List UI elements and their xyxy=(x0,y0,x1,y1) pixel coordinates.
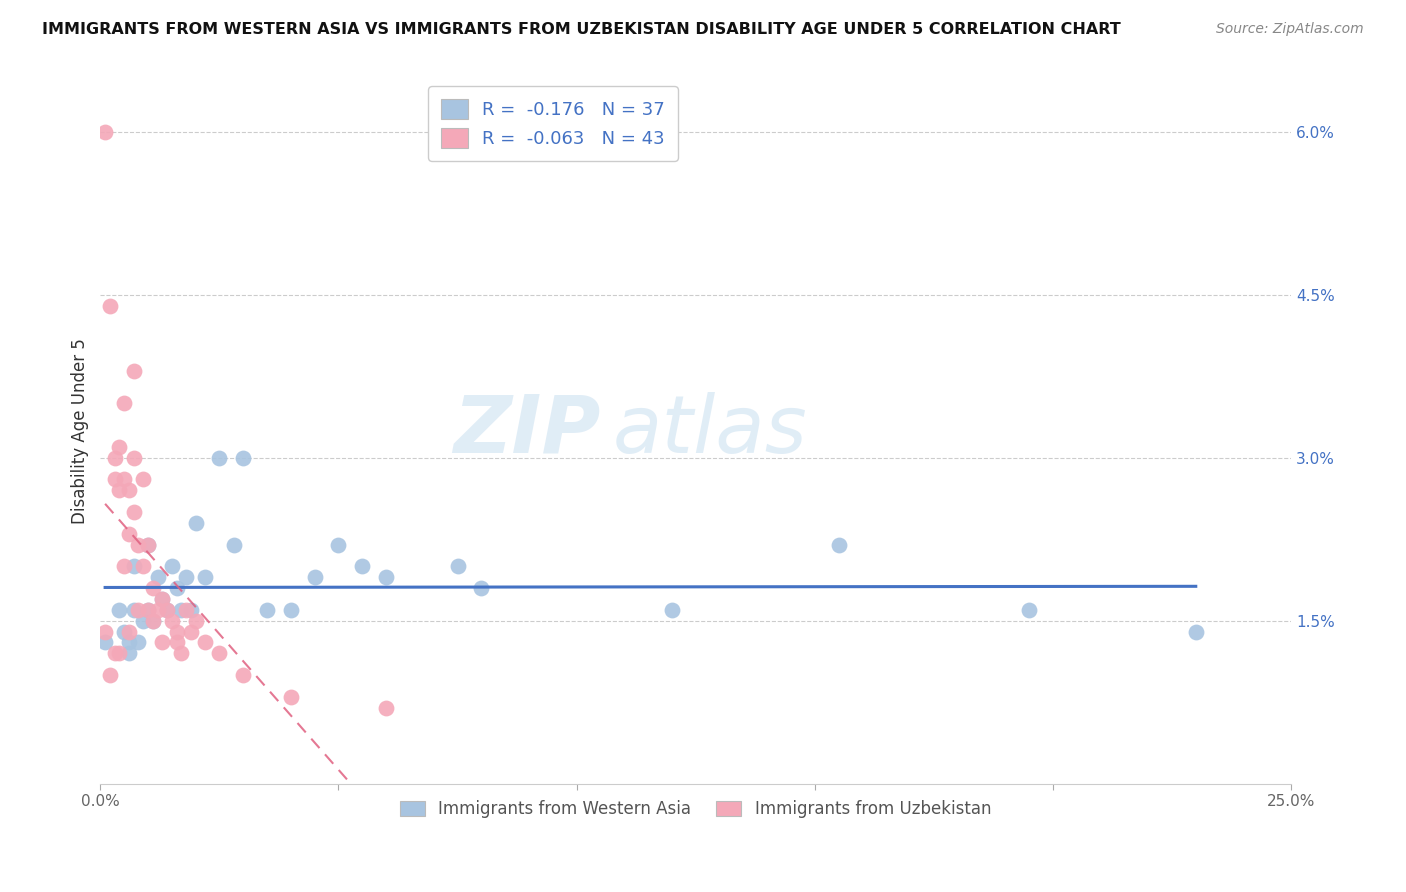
Point xyxy=(104,473,127,487)
Point xyxy=(122,450,145,465)
Point xyxy=(94,125,117,139)
Point xyxy=(132,473,155,487)
Point xyxy=(827,538,849,552)
Point xyxy=(122,603,145,617)
Point xyxy=(232,450,254,465)
Text: Source: ZipAtlas.com: Source: ZipAtlas.com xyxy=(1216,22,1364,37)
Point xyxy=(136,538,159,552)
Point xyxy=(156,603,179,617)
Point xyxy=(661,603,683,617)
Point xyxy=(127,603,149,617)
Point xyxy=(108,603,131,617)
Point xyxy=(136,538,159,552)
Point xyxy=(118,624,141,639)
Point xyxy=(122,505,145,519)
Point xyxy=(132,614,155,628)
Point xyxy=(122,364,145,378)
Point xyxy=(256,603,278,617)
Point xyxy=(108,440,131,454)
Point xyxy=(166,624,188,639)
Point xyxy=(1184,624,1206,639)
Point xyxy=(98,668,121,682)
Point xyxy=(142,614,165,628)
Point xyxy=(174,570,197,584)
Point xyxy=(184,614,207,628)
Point xyxy=(352,559,374,574)
Point xyxy=(104,450,127,465)
Point xyxy=(208,646,231,660)
Point xyxy=(142,581,165,595)
Point xyxy=(328,538,350,552)
Point xyxy=(150,592,173,607)
Point xyxy=(166,581,188,595)
Point xyxy=(150,592,173,607)
Point xyxy=(136,603,159,617)
Point xyxy=(184,516,207,530)
Point xyxy=(280,690,302,704)
Point xyxy=(98,299,121,313)
Point xyxy=(94,624,117,639)
Text: atlas: atlas xyxy=(613,392,807,469)
Point xyxy=(174,603,197,617)
Point xyxy=(166,635,188,649)
Point xyxy=(146,570,169,584)
Point xyxy=(222,538,245,552)
Point xyxy=(1018,603,1040,617)
Point xyxy=(194,635,217,649)
Point xyxy=(108,483,131,498)
Point xyxy=(170,603,193,617)
Point xyxy=(127,635,149,649)
Point xyxy=(146,603,169,617)
Point xyxy=(446,559,468,574)
Point xyxy=(118,483,141,498)
Point xyxy=(142,614,165,628)
Point xyxy=(112,396,135,410)
Point xyxy=(232,668,254,682)
Point xyxy=(94,635,117,649)
Point xyxy=(104,646,127,660)
Point xyxy=(180,603,202,617)
Point xyxy=(118,635,141,649)
Point xyxy=(108,646,131,660)
Point xyxy=(122,559,145,574)
Text: ZIP: ZIP xyxy=(453,392,600,469)
Point xyxy=(112,624,135,639)
Point xyxy=(160,614,183,628)
Point xyxy=(470,581,492,595)
Point xyxy=(194,570,217,584)
Point xyxy=(375,570,398,584)
Point xyxy=(112,473,135,487)
Point xyxy=(375,700,398,714)
Point xyxy=(170,646,193,660)
Point xyxy=(118,526,141,541)
Point xyxy=(160,559,183,574)
Point xyxy=(156,603,179,617)
Point xyxy=(132,559,155,574)
Point xyxy=(118,646,141,660)
Point xyxy=(280,603,302,617)
Point xyxy=(112,559,135,574)
Point xyxy=(136,603,159,617)
Point xyxy=(127,538,149,552)
Legend: Immigrants from Western Asia, Immigrants from Uzbekistan: Immigrants from Western Asia, Immigrants… xyxy=(394,794,998,825)
Point xyxy=(180,624,202,639)
Point xyxy=(150,635,173,649)
Text: IMMIGRANTS FROM WESTERN ASIA VS IMMIGRANTS FROM UZBEKISTAN DISABILITY AGE UNDER : IMMIGRANTS FROM WESTERN ASIA VS IMMIGRAN… xyxy=(42,22,1121,37)
Point xyxy=(208,450,231,465)
Point xyxy=(304,570,326,584)
Y-axis label: Disability Age Under 5: Disability Age Under 5 xyxy=(72,338,89,524)
